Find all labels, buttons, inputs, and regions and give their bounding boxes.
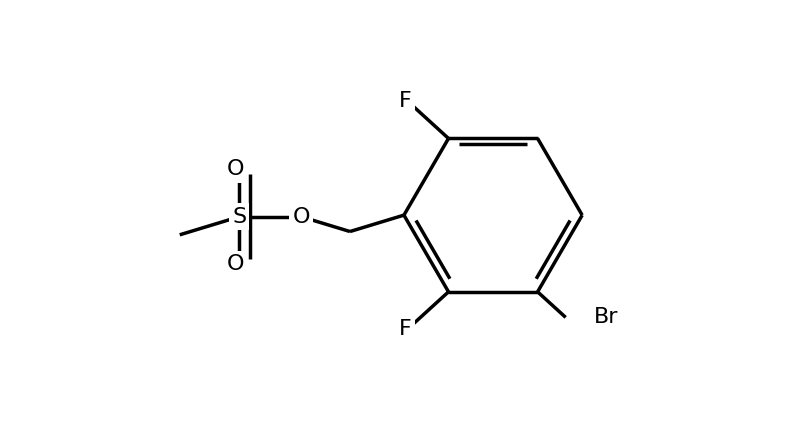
- Text: Br: Br: [593, 308, 618, 328]
- Text: S: S: [232, 207, 246, 227]
- Text: F: F: [398, 319, 411, 339]
- Text: O: O: [227, 254, 244, 274]
- Text: F: F: [398, 91, 411, 111]
- Text: O: O: [292, 207, 310, 227]
- Text: O: O: [227, 159, 244, 179]
